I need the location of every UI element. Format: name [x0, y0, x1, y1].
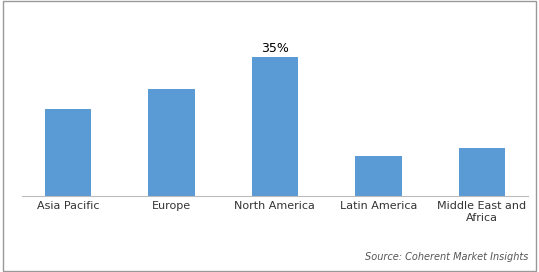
Bar [252, 57, 298, 196]
Text: 35%: 35% [261, 42, 289, 55]
Bar [148, 89, 195, 196]
Bar [459, 148, 505, 196]
Bar [355, 156, 402, 196]
Text: Source: Coherent Market Insights: Source: Coherent Market Insights [365, 252, 528, 262]
Bar [45, 109, 91, 196]
